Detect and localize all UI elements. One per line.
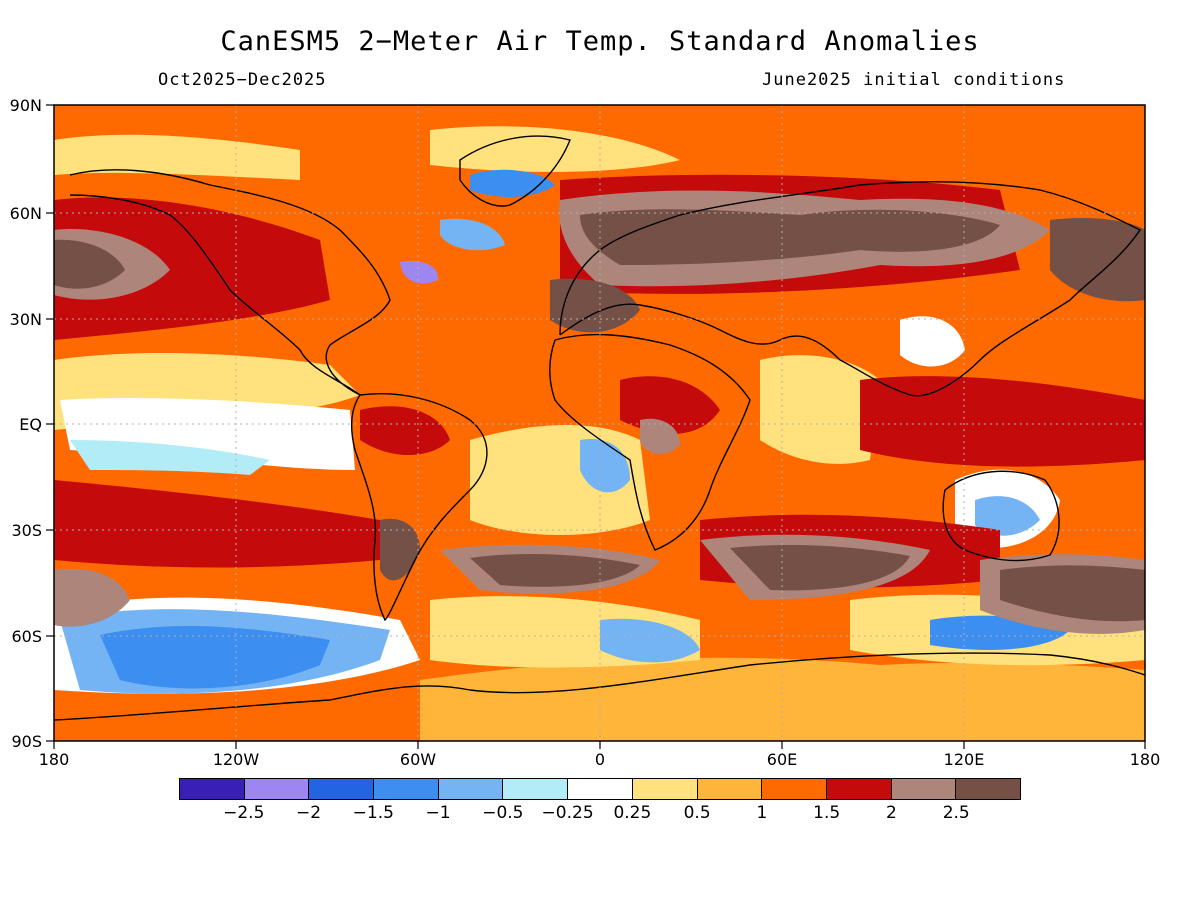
lat-label-90s: 90S (11, 732, 42, 751)
colorbar-label: 2.5 (942, 803, 970, 823)
lon-label-0: 0 (594, 750, 606, 769)
region-red-samerica (360, 406, 450, 455)
colorbar-box-2 (309, 779, 375, 799)
region-darkbrown-southind (730, 544, 910, 591)
colorbar-label: 0.5 (683, 803, 711, 823)
lon-label-60w: 60W (399, 750, 437, 769)
colorbar-box-9 (762, 779, 827, 799)
colorbar-box-5 (503, 779, 569, 799)
coastline-eurasia (559, 181, 1142, 397)
region-red-npacific (54, 197, 330, 340)
region-darkbrown-southatl (470, 554, 640, 587)
colorbar-label: −2.5 (223, 803, 265, 823)
colorbar-label: −1.5 (352, 803, 394, 823)
lat-label-30n: 30N (9, 310, 42, 329)
lon-label-120w: 120W (212, 750, 260, 769)
colorbar-label: −1 (425, 803, 451, 823)
colorbar-box-1 (244, 779, 310, 799)
region-brown-southpac-west (54, 568, 130, 627)
region-blue-australia (975, 496, 1040, 536)
coastline-africa (549, 333, 751, 551)
region-blue-southpac-core (100, 625, 330, 689)
subtitle-initial-conditions: June2025 initial conditions (762, 70, 1066, 90)
region-darkbrown-southpac-east (1000, 565, 1145, 622)
region-lightblue-tropics (70, 440, 270, 475)
colorbar-box-8 (697, 779, 763, 799)
lon-label-60e: 60E (766, 750, 798, 769)
colorbar-box-11 (891, 779, 957, 799)
colorbar-label: 2 (886, 803, 897, 823)
colorbar-label: −2 (296, 803, 322, 823)
chart-title: CanESM5 2−Meter Air Temp. Standard Anoma… (220, 26, 980, 57)
region-brown-africa (640, 418, 680, 455)
colorbar-label: −0.25 (541, 803, 594, 823)
coastlines (54, 135, 1145, 721)
region-red-indopac (860, 376, 1145, 467)
coastline-north-america (69, 169, 391, 396)
lat-label-90n: 90N (9, 96, 42, 115)
lon-label-180w: 180 (38, 750, 70, 769)
lat-label-eq: EQ (19, 415, 42, 434)
colorbar-label: 0.25 (613, 803, 652, 823)
lat-label-30s: 30S (11, 521, 42, 540)
coastline-antarctica (54, 652, 1145, 721)
region-darkbrown-eurasia (580, 209, 1000, 265)
region-darkbrown-sahara (550, 278, 640, 333)
region-pale-indian (760, 355, 880, 464)
colorbar-box-12 (956, 779, 1020, 799)
colorbar-label: 1 (756, 803, 768, 823)
lat-label-60s: 60S (11, 627, 42, 646)
lon-label-120e: 120E (943, 750, 985, 769)
colorbar-box-7 (632, 779, 698, 799)
colorbar-box-6 (568, 779, 633, 799)
region-blue-labrador (440, 218, 505, 251)
region-pale-arctic (430, 126, 680, 172)
region-darkbrown-npacific-east (1050, 218, 1145, 302)
gridlines (54, 105, 1145, 741)
colorbar-box-4 (438, 779, 504, 799)
coastline-australia (942, 470, 1060, 562)
colorbar-box-3 (374, 779, 439, 799)
lon-label-180e: 180 (1129, 750, 1161, 769)
axis-ticks (46, 104, 1146, 749)
colorbar-label: 1.5 (813, 803, 841, 823)
coastline-south-america (351, 393, 488, 622)
region-red-southpac (54, 480, 380, 568)
colorbar-label: −0.5 (482, 803, 524, 823)
region-darkbrown-sam (380, 518, 420, 581)
region-purple-labrador (400, 260, 439, 284)
colorbar-box-10 (826, 779, 892, 799)
region-white-asia (900, 316, 965, 367)
region-darkbrown-npacific-west (54, 239, 125, 289)
region-pale-npacific (54, 134, 300, 180)
colorbar (179, 778, 1021, 800)
region-blue-southatl (600, 618, 700, 663)
coastline-greenland (459, 135, 571, 207)
colorbar-box-0 (180, 779, 245, 799)
subtitle-period: Oct2025−Dec2025 (158, 70, 327, 90)
lat-label-60n: 60N (9, 204, 42, 223)
